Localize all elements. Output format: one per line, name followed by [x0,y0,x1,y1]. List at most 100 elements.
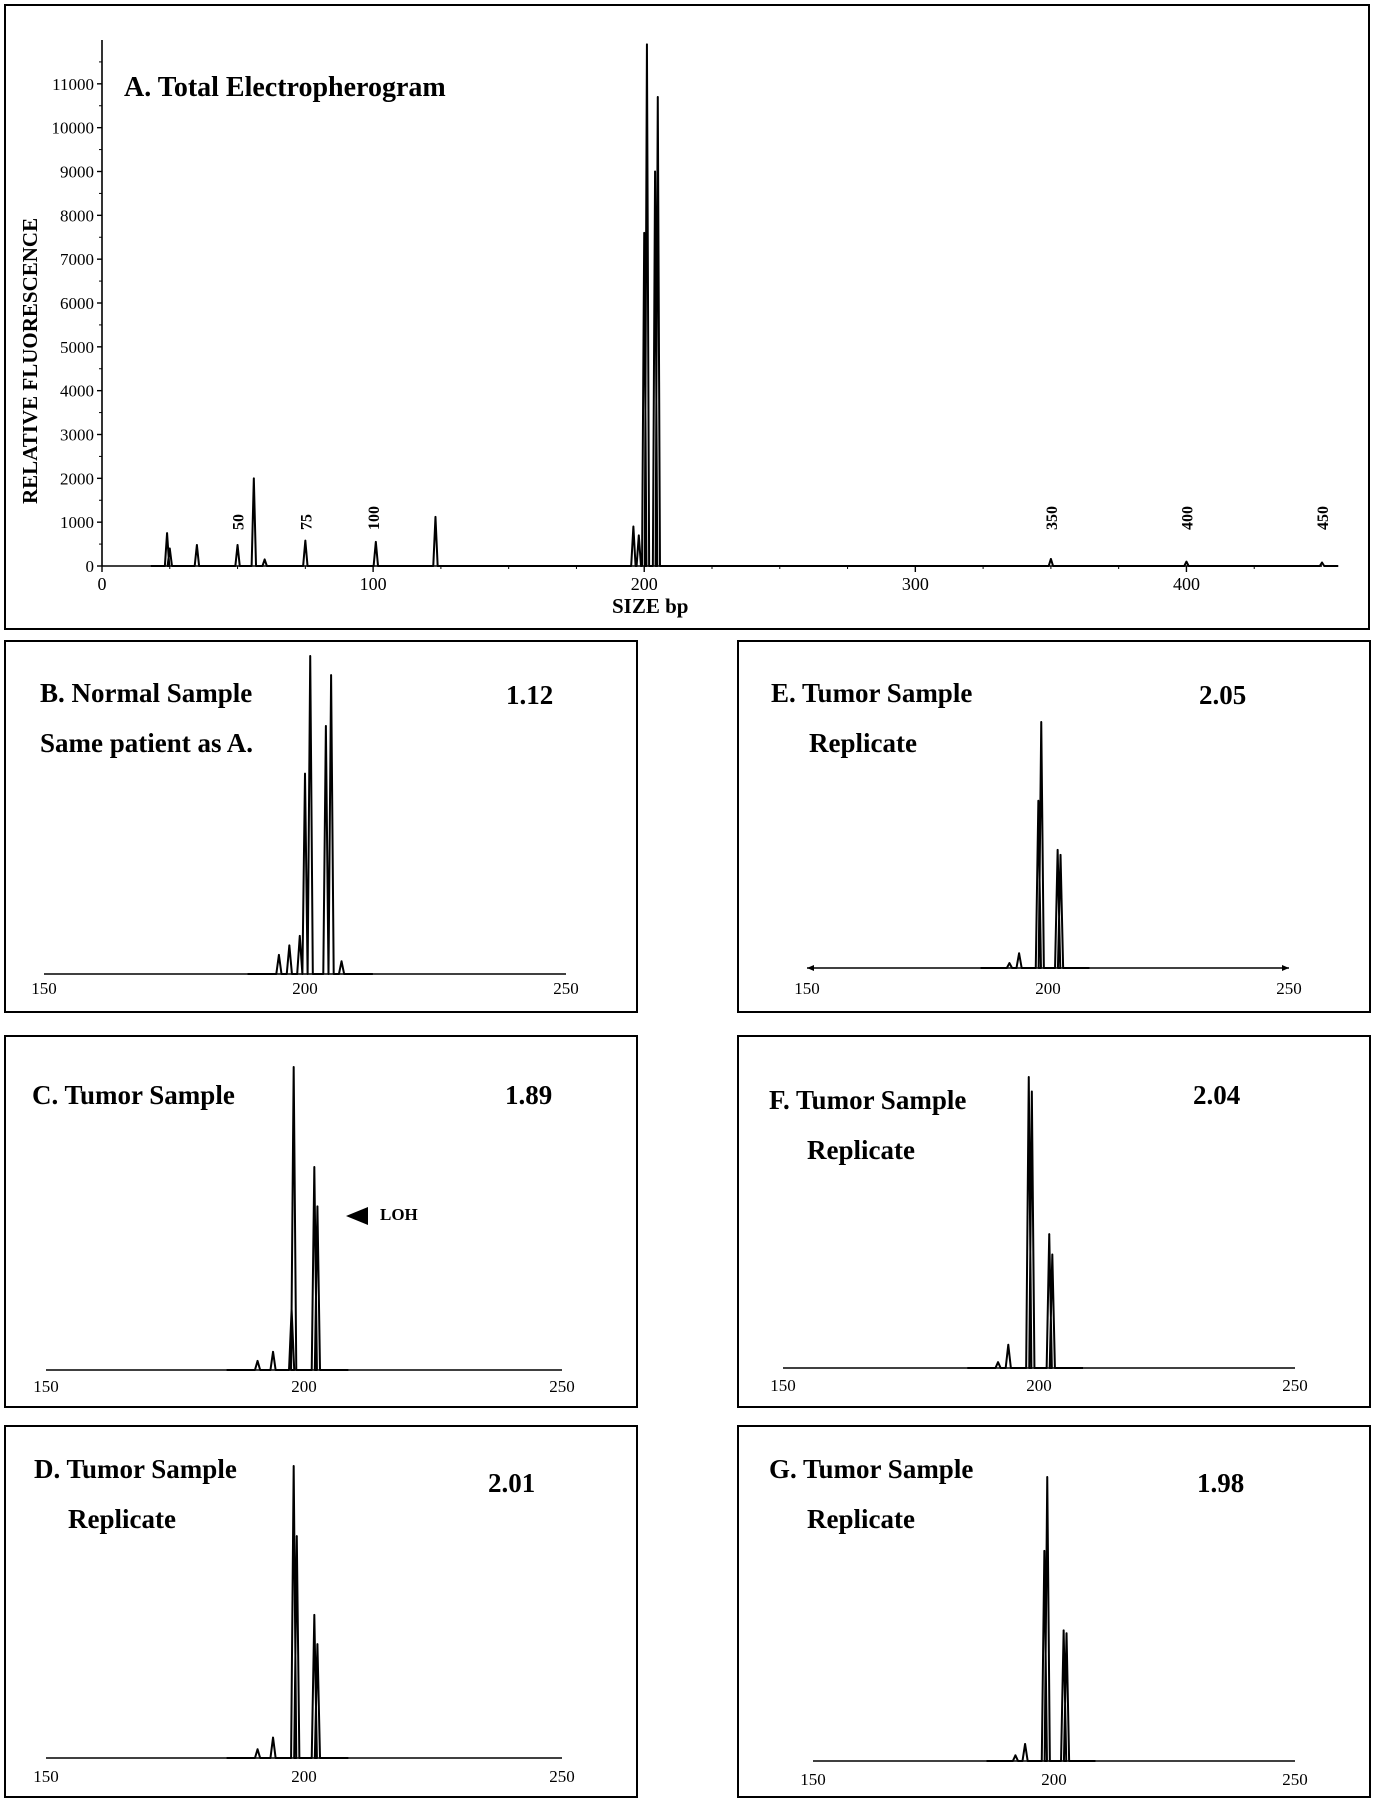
y-tick-label: 7000 [60,250,94,269]
peak-point [256,1360,259,1362]
panel-title: F. Tumor Sample [769,1085,967,1115]
peak-point [632,525,635,528]
axis-arrow-left-icon [807,965,814,971]
panel-value: 2.04 [1193,1080,1241,1110]
panel-subtitle: Replicate [809,728,917,758]
peak-point [253,477,255,480]
peak-point [304,772,306,775]
panel-c: C. Tumor Sample 1.89 LOH 150 200 250 [4,1035,638,1408]
peak-point [295,1535,298,1537]
peak-point [1031,1090,1033,1093]
panel-value: 2.01 [488,1468,536,1498]
size-marker-label: 450 [1315,506,1332,530]
peak-point [316,1643,319,1645]
panel-plot: 150 200 250 [794,721,1302,998]
panel-f: F. Tumor Sample Replicate 2.04 150 200 250 [737,1035,1371,1408]
peak-point [166,532,168,534]
x-tick-label: 100 [360,574,387,594]
size-marker-label: 400 [1179,506,1196,530]
peak-point [290,1308,293,1311]
x-tick-label: 150 [33,1377,59,1396]
peak-point [1018,952,1020,955]
panel-value: 1.98 [1197,1468,1245,1498]
peak-point [1043,1550,1046,1552]
peak-point [1024,1743,1026,1745]
axis-arrow-right-icon [1282,965,1289,971]
fluorescence-trace [986,1476,1096,1762]
peak-point [236,544,239,546]
peak-point [278,954,280,956]
x-tick-label: 250 [1282,1376,1308,1395]
panel-plot: 150 200 250 [31,655,579,998]
panel-subtitle: Replicate [68,1504,176,1534]
peak-point [643,232,646,234]
fluorescence-trace [150,43,1339,567]
x-tick-label: 150 [800,1770,826,1789]
panel-plot: 150 200 250 [800,1476,1308,1789]
peak-point [313,1166,316,1168]
peak-point [1065,1632,1068,1634]
peak-point [272,1351,274,1353]
peak-point [1046,1476,1049,1478]
fluorescence-trace [247,655,373,975]
panel-plot: 150 200 250 [33,1066,575,1396]
x-tick-label: 150 [33,1767,59,1786]
fluorescence-trace [967,1076,1084,1369]
x-tick-label: 250 [1276,979,1302,998]
peak-point [1051,1253,1054,1256]
chart-title: A. Total Electropherogram [124,72,446,103]
x-tick-label: 250 [549,1767,575,1786]
peak-point [638,534,640,537]
peak-point [1321,561,1323,564]
peak-point [263,558,266,561]
y-tick-label: 11000 [52,75,94,94]
y-tick-label: 3000 [60,426,94,445]
peak-point [997,1361,999,1363]
peak-point [1040,721,1043,723]
peak-point [1008,962,1011,964]
peak-point [298,935,301,937]
panel-title: C. Tumor Sample [32,1080,235,1110]
peak-point [288,944,291,947]
fluorescence-trace [226,1066,349,1371]
size-marker-label: 75 [298,514,315,530]
peak-point [292,1465,295,1467]
y-tick-label: 8000 [60,206,94,225]
peak-point [656,96,659,98]
peak-point [272,1736,274,1739]
y-tick-label: 4000 [60,382,94,401]
panel-plot: 150 200 250 [33,1465,575,1786]
panel-b: B. Normal Sample Same patient as A. 1.12… [4,640,638,1013]
y-tick-label: 9000 [60,163,94,182]
panel-value: 2.05 [1199,680,1247,710]
peak-point [304,539,307,542]
panel-title: D. Tumor Sample [34,1454,237,1484]
x-tick-label: 300 [902,574,929,594]
peak-point [309,655,312,657]
peak-point [1048,1233,1051,1235]
y-tick-label: 0 [86,557,95,576]
x-tick-label: 250 [553,979,579,998]
x-tick-label: 200 [291,1377,317,1396]
size-marker-label: 350 [1044,506,1061,530]
panel-subtitle: Replicate [807,1135,915,1165]
x-tick-label: 200 [631,574,658,594]
peak-point [1037,799,1040,802]
size-marker-label: 100 [366,506,383,530]
loh-arrow-icon [346,1207,368,1225]
electropherogram-plot: 0100020003000400050006000700080009000100… [52,40,1339,594]
peak-point [292,1066,295,1068]
x-tick-label: 150 [31,979,57,998]
x-tick-label: 250 [1282,1770,1308,1789]
panel-e: E. Tumor Sample Replicate 2.05 150 200 250 [737,640,1371,1013]
peak-point [1027,1076,1030,1078]
panel-subtitle: Same patient as A. [40,728,254,758]
peak-point [313,1614,316,1616]
peak-point [434,516,437,518]
x-tick-label: 200 [1035,979,1061,998]
size-marker-label: 50 [231,514,248,530]
panel-title: B. Normal Sample [40,678,253,708]
x-tick-label: 250 [549,1377,575,1396]
peak-point [1059,854,1062,856]
x-tick-label: 200 [292,979,318,998]
